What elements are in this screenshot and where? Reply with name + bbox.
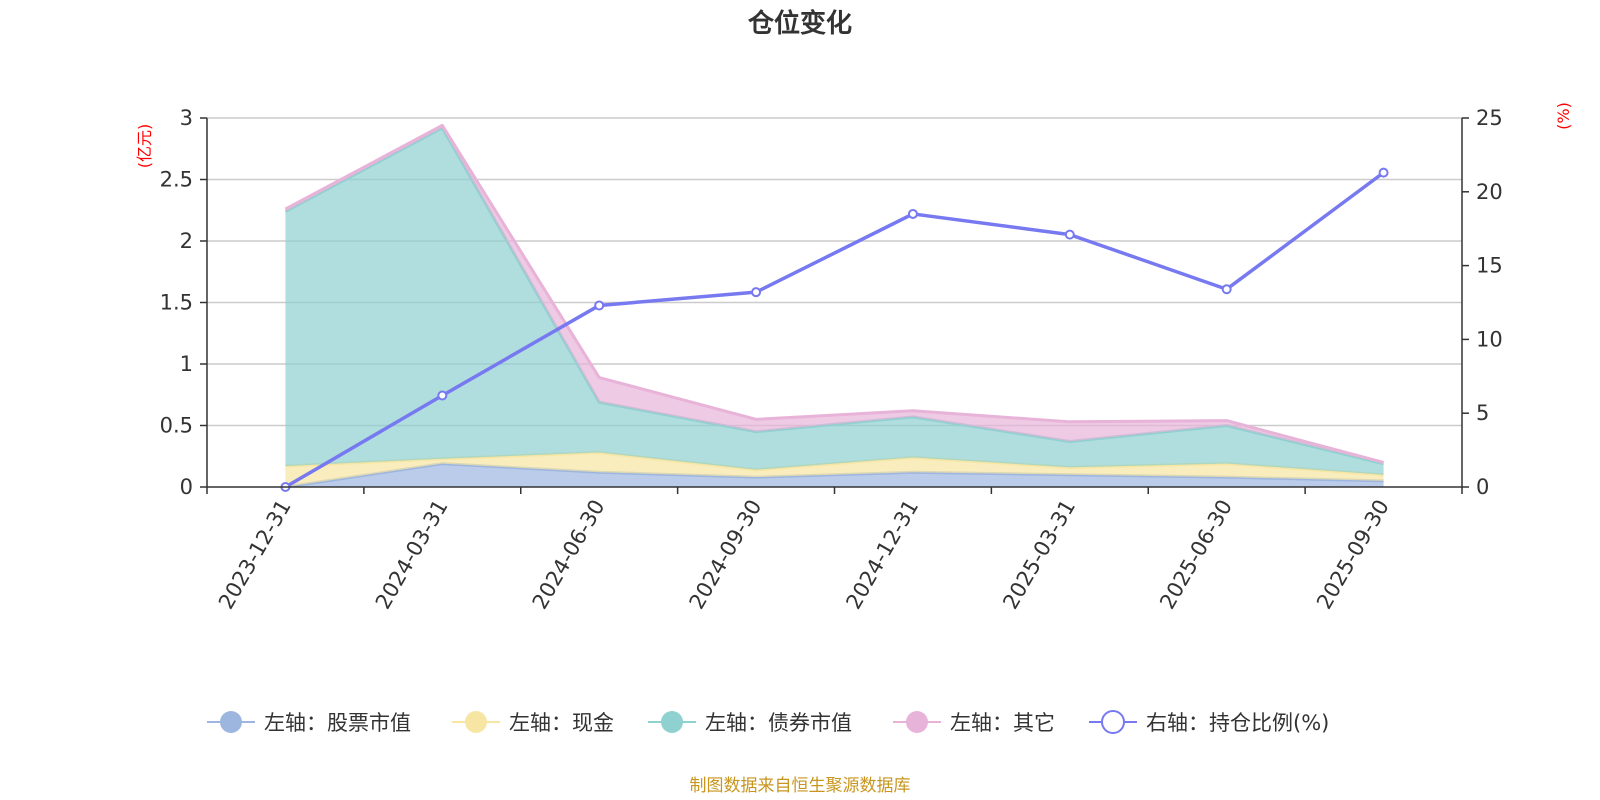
left-tick-label: 0 xyxy=(180,475,193,499)
x-tick-label: 2025-06-30 xyxy=(1155,496,1237,614)
data-source-note: 制图数据来自恒生聚源数据库 xyxy=(690,776,911,796)
x-tick-label: 2023-12-31 xyxy=(214,496,296,614)
right-tick-label: 0 xyxy=(1476,475,1489,499)
left-tick-label: 2.5 xyxy=(160,168,193,192)
x-tick-label: 2024-09-30 xyxy=(685,496,767,614)
legend-label: 右轴：持仓比例(%) xyxy=(1146,711,1329,735)
chart-title: 仓位变化 xyxy=(747,8,852,39)
right-tick-label: 5 xyxy=(1476,401,1489,425)
left-tick-label: 2 xyxy=(180,229,193,253)
stacked-areas xyxy=(284,123,1384,489)
right-tick-label: 10 xyxy=(1476,327,1503,351)
right-tick-label: 25 xyxy=(1476,106,1503,130)
right-tick-label: 20 xyxy=(1476,180,1503,204)
left-tick-label: 1 xyxy=(180,352,193,376)
area-edge-other xyxy=(284,123,1384,464)
ratio-point xyxy=(751,287,762,298)
legend-marker xyxy=(1101,710,1125,734)
left-axis-unit: (亿元) xyxy=(135,124,154,169)
right-axis-unit: (%) xyxy=(1554,102,1573,130)
legend-item-ratio: 右轴：持仓比例(%) xyxy=(1089,710,1329,735)
right-tick-label: 15 xyxy=(1476,254,1503,278)
ratio-point xyxy=(594,300,605,311)
left-tick-label: 0.5 xyxy=(160,414,193,438)
area-bond xyxy=(285,127,1384,475)
legend-item-bond: 左轴：债券市值 xyxy=(648,711,852,735)
left-tick-label: 3 xyxy=(180,106,193,130)
ratio-point xyxy=(1378,167,1389,178)
x-tick-label: 2025-03-31 xyxy=(998,496,1080,614)
x-tick-label: 2024-06-30 xyxy=(528,496,610,614)
x-tick-label: 2025-09-30 xyxy=(1312,496,1394,614)
legend-marker xyxy=(906,711,928,733)
ratio-point xyxy=(1221,284,1232,295)
legend-marker xyxy=(220,711,242,733)
legend-item-other: 左轴：其它 xyxy=(893,711,1055,735)
legend-label: 左轴：股票市值 xyxy=(264,711,411,735)
legend: 左轴：股票市值 左轴：现金 左轴：债券市值 左轴：其它 右轴：持仓比例(%) xyxy=(207,710,1329,735)
ratio-point xyxy=(437,390,448,401)
ratio-point xyxy=(1064,229,1075,240)
legend-marker xyxy=(465,711,487,733)
x-tick-label: 2024-12-31 xyxy=(841,496,923,614)
legend-label: 左轴：债券市值 xyxy=(705,711,852,735)
area-cash xyxy=(285,452,1384,487)
x-tick-label: 2024-03-31 xyxy=(371,496,453,614)
left-tick-label: 1.5 xyxy=(160,291,193,315)
ratio-point xyxy=(907,208,918,219)
legend-item-stock: 左轴：股票市值 xyxy=(207,711,411,735)
ratio-line xyxy=(280,167,1389,492)
area-edge-cash xyxy=(285,451,1384,477)
legend-marker xyxy=(661,711,683,733)
legend-item-cash: 左轴：现金 xyxy=(452,711,614,735)
ratio-line-path xyxy=(284,171,1385,489)
legend-label: 左轴：其它 xyxy=(950,711,1055,735)
legend-label: 左轴：现金 xyxy=(509,711,614,735)
